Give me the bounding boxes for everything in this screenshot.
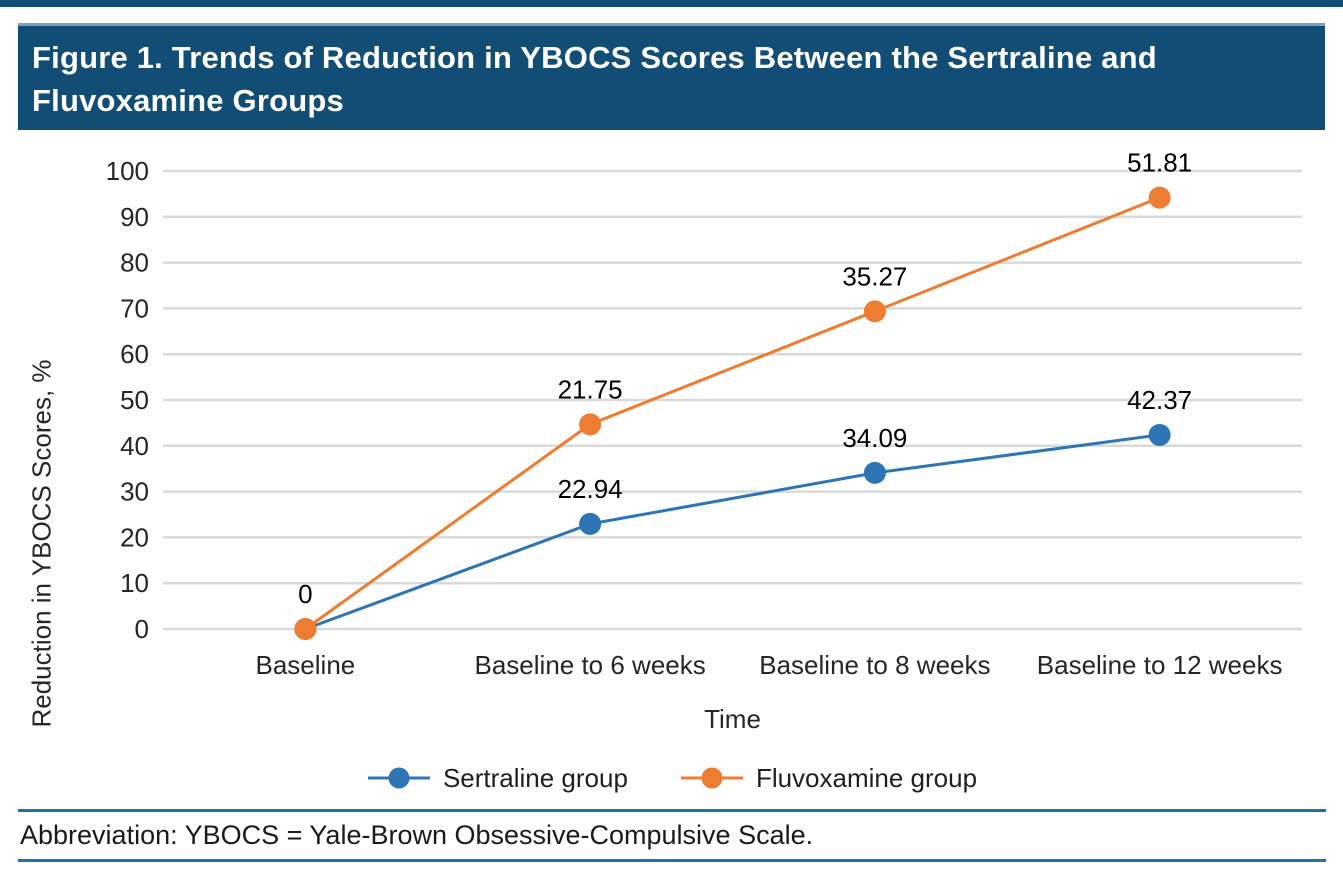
y-axis-title: Reduction in YBOCS Scores, %	[26, 359, 57, 728]
data-point-marker	[579, 512, 602, 535]
x-axis-title: Time	[704, 704, 761, 734]
data-point-marker	[863, 461, 886, 484]
data-label: 21.75	[558, 374, 623, 404]
y-tick-label: 70	[120, 293, 149, 323]
data-point-marker	[294, 618, 317, 640]
data-label: 51.81	[1127, 148, 1192, 178]
data-point-marker	[1148, 423, 1171, 446]
y-tick-label: 60	[120, 339, 149, 369]
footer-rule-top	[18, 809, 1326, 812]
data-point-marker	[863, 300, 886, 323]
chart-svg: 0 10 20 30 40 50 60 70 80 90 100 Baseline Baseline t…	[106, 148, 1302, 680]
y-tick-label: 50	[120, 385, 149, 415]
x-category-label: Baseline to 8 weeks	[759, 650, 990, 680]
series-line-fluvoxamine	[304, 196, 1161, 631]
chart-area: 0 10 20 30 40 50 60 70 80 90 100 Baseline Baseline t…	[0, 140, 1343, 740]
data-label: 0	[298, 579, 312, 609]
legend-swatch-sertraline	[367, 767, 430, 789]
legend-label: Fluvoxamine group	[755, 762, 978, 793]
data-label: 35.27	[842, 261, 907, 291]
legend-item-fluvoxamine: Fluvoxamine group	[680, 763, 977, 794]
y-tick-label: 100	[106, 156, 149, 186]
legend-item-sertraline: Sertraline group	[367, 763, 628, 794]
legend-label: Sertraline group	[442, 762, 628, 793]
data-point-marker	[579, 413, 602, 436]
top-rule	[0, 0, 1343, 7]
data-label: 34.09	[842, 423, 907, 453]
x-category-label: Baseline to 6 weeks	[475, 650, 706, 680]
x-category-label: Baseline	[256, 650, 356, 680]
x-category-label: Baseline to 12 weeks	[1037, 650, 1283, 680]
data-point-marker	[1148, 186, 1171, 209]
y-tick-label: 30	[120, 477, 149, 507]
y-tick-label: 40	[120, 431, 149, 461]
y-tick-label: 0	[135, 614, 149, 644]
y-tick-label: 20	[120, 522, 149, 552]
legend-swatch-fluvoxamine	[680, 767, 743, 789]
legend-marker	[388, 767, 410, 789]
y-tick-label: 10	[120, 568, 149, 598]
figure-title: Figure 1. Trends of Reduction in YBOCS S…	[32, 40, 1157, 118]
data-label: 42.37	[1127, 385, 1192, 415]
chart-legend: Sertraline group Fluvoxamine group	[18, 758, 1326, 798]
footer-rule-bottom	[18, 859, 1326, 862]
y-tick-label: 80	[120, 248, 149, 278]
series-line-sertraline	[304, 433, 1160, 631]
abbreviation-note: Abbreviation: YBOCS = Yale-Brown Obsessi…	[20, 820, 814, 850]
legend-marker	[701, 767, 723, 789]
title-banner: Figure 1. Trends of Reduction in YBOCS S…	[18, 23, 1325, 130]
data-label: 22.94	[558, 474, 623, 504]
y-tick-label: 90	[120, 202, 149, 232]
